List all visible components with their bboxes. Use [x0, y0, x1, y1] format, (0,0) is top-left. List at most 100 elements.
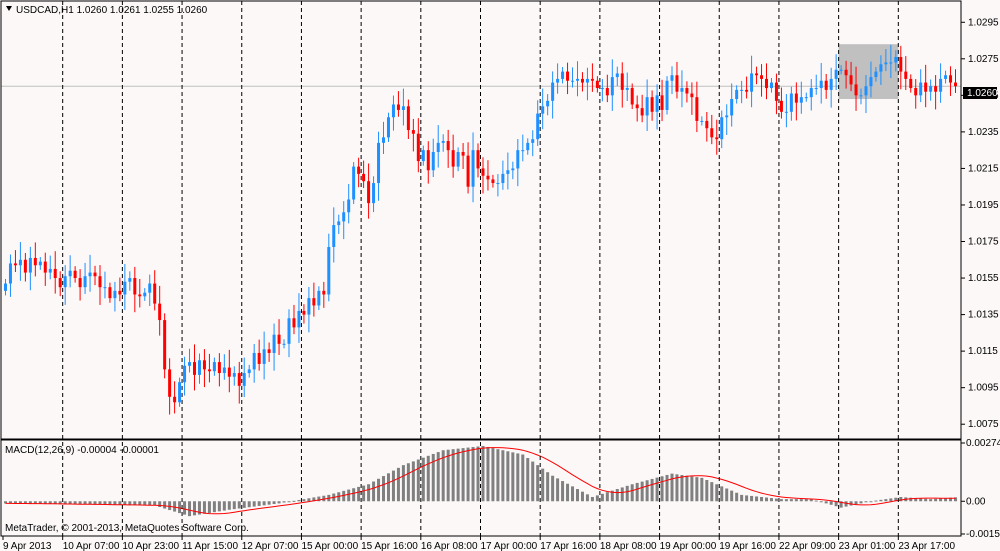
- macd-bar: [158, 501, 162, 508]
- candle-body: [471, 150, 475, 187]
- macd-bar: [302, 499, 306, 502]
- macd-bar: [740, 494, 744, 502]
- candle-body: [491, 179, 495, 184]
- macd-plot[interactable]: [3, 445, 958, 517]
- macd-bar: [690, 476, 694, 502]
- candle-body: [481, 168, 485, 176]
- highlight-rectangle[interactable]: [838, 44, 899, 100]
- price-panel-frame: [0, 0, 962, 440]
- macd-bar: [202, 501, 206, 514]
- candle-body: [431, 151, 435, 171]
- macd-bar: [561, 481, 565, 502]
- macd-bar: [123, 501, 127, 506]
- candle-body: [451, 150, 455, 167]
- candle-body: [486, 175, 490, 180]
- candle-body: [332, 225, 336, 247]
- candle-body: [779, 100, 783, 112]
- macd-bar: [382, 476, 386, 502]
- candle-body: [829, 78, 833, 90]
- candle-body: [222, 367, 226, 374]
- macd-bar: [710, 482, 714, 502]
- macd-bar: [13, 501, 17, 504]
- candle-body: [28, 257, 32, 273]
- current-price-marker: [963, 87, 997, 99]
- macd-bar: [794, 499, 798, 502]
- macd-bar: [103, 501, 107, 505]
- macd-bar: [133, 501, 137, 506]
- macd-bar: [760, 497, 764, 502]
- candle-body: [944, 75, 948, 79]
- candle-body: [476, 150, 480, 169]
- macd-bar: [247, 501, 251, 508]
- price-plot[interactable]: [1, 44, 961, 415]
- candle-body: [531, 139, 535, 143]
- copyright-text: MetaTrader, © 2001-2013, MetaQuotes Soft…: [5, 523, 249, 534]
- candle-body: [526, 142, 530, 151]
- candle-body: [421, 150, 425, 162]
- macd-bar: [854, 501, 858, 505]
- macd-bar: [347, 489, 351, 502]
- candle-body: [695, 97, 699, 121]
- macd-tick-label: -0.00154: [966, 529, 1000, 540]
- candle-body: [411, 130, 415, 134]
- symbol-header: USDCAD,H1 1.0260 1.0261 1.0255 1.0260: [16, 5, 208, 16]
- candle-body: [590, 78, 594, 81]
- macd-bar: [784, 499, 788, 502]
- candle-body: [879, 64, 883, 72]
- macd-bar: [212, 501, 216, 513]
- macd-bar: [834, 501, 838, 507]
- macd-bar: [277, 501, 281, 504]
- candle-body: [58, 278, 62, 288]
- candle-body: [665, 80, 669, 110]
- candle-body: [267, 349, 271, 353]
- candle-body: [551, 82, 555, 101]
- macd-bar: [605, 492, 609, 502]
- macd-bar: [521, 454, 525, 502]
- macd-bar: [839, 501, 843, 508]
- macd-bar: [431, 453, 435, 502]
- macd-bar: [546, 472, 550, 502]
- macd-bar: [929, 499, 933, 502]
- candle-body: [725, 115, 729, 118]
- candle-body: [347, 199, 351, 213]
- macd-bar: [585, 494, 589, 502]
- candle-body: [929, 86, 933, 92]
- candle-body: [143, 292, 147, 297]
- candle-body: [461, 151, 465, 156]
- macd-bar: [18, 501, 22, 504]
- macd-bar: [88, 501, 92, 505]
- candle-body: [197, 360, 201, 375]
- macd-bar: [625, 485, 629, 502]
- candle-body: [894, 56, 898, 63]
- candle-body: [939, 78, 943, 92]
- candle-body: [3, 283, 7, 291]
- macd-bar: [595, 495, 599, 502]
- candle-body: [541, 106, 545, 114]
- candle-body: [297, 310, 301, 328]
- macd-bar: [173, 501, 177, 512]
- time-tick-label: 19 Apr 00:00: [660, 541, 717, 551]
- triangle-down-icon[interactable]: [6, 6, 12, 11]
- candle-body: [446, 141, 450, 151]
- candle-body: [854, 84, 858, 96]
- candle-body: [277, 334, 281, 344]
- candle-body: [511, 168, 515, 171]
- candle-body: [859, 95, 863, 97]
- candle-body: [874, 71, 878, 78]
- candle-body: [755, 73, 759, 76]
- candle-body: [43, 261, 47, 273]
- candle-body: [884, 62, 888, 65]
- macd-bar: [113, 501, 117, 505]
- time-tick-label: 15 Apr 00:00: [301, 541, 358, 551]
- candle-body: [118, 290, 122, 295]
- candle-body: [357, 166, 361, 174]
- candle-body: [23, 259, 27, 273]
- candle-body: [720, 117, 724, 140]
- macd-bar: [909, 497, 913, 502]
- candle-body: [8, 263, 12, 284]
- candle-body: [377, 142, 381, 184]
- candle-body: [312, 298, 316, 306]
- candle-body: [575, 78, 579, 81]
